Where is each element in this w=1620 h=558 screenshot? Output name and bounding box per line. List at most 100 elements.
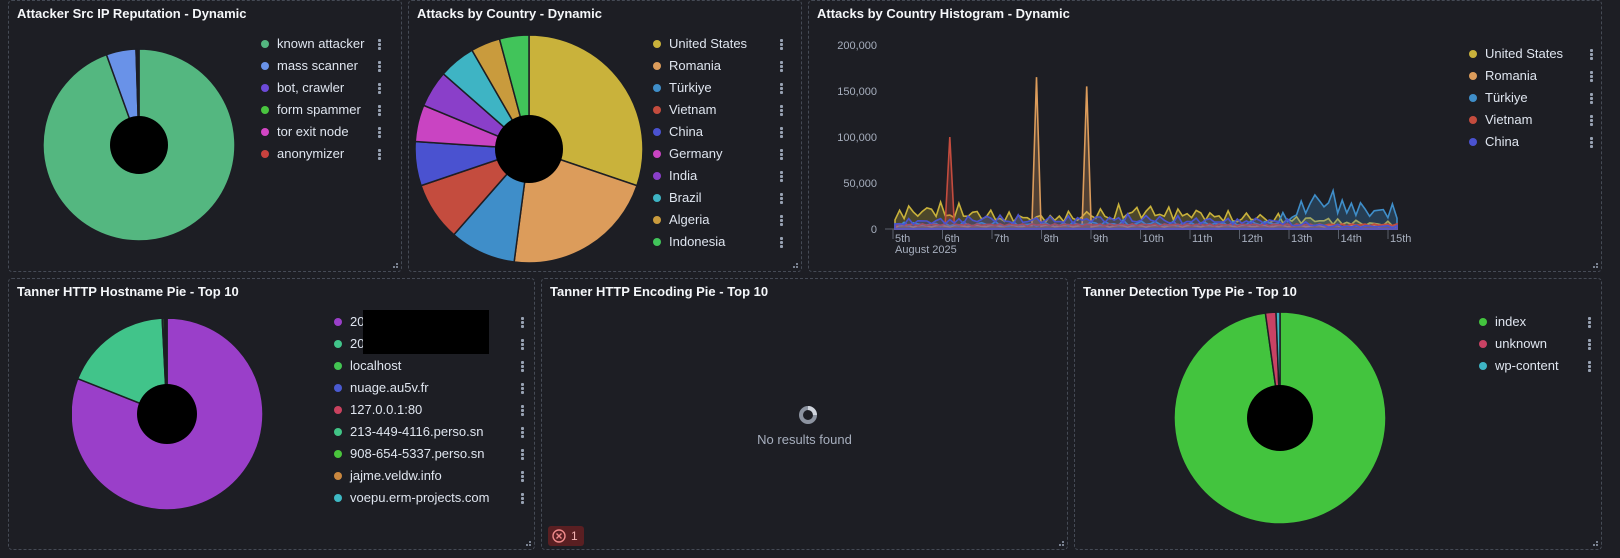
- legend-item[interactable]: index: [1479, 311, 1591, 333]
- legend-color-swatch: [334, 384, 342, 392]
- legend-color-swatch: [653, 84, 661, 92]
- legend-item[interactable]: localhost: [334, 355, 526, 377]
- histogram-area-series[interactable]: [894, 212, 1398, 230]
- legend-options-icon[interactable]: [1587, 339, 1591, 350]
- legend-item[interactable]: United States: [1469, 43, 1593, 65]
- legend-item[interactable]: China: [653, 121, 793, 143]
- legend-options-icon[interactable]: [779, 149, 783, 160]
- legend-label: Algeria: [669, 212, 710, 227]
- legend-options-icon[interactable]: [377, 105, 381, 116]
- legend-options-icon[interactable]: [520, 449, 524, 460]
- legend-label: United States: [669, 36, 748, 51]
- legend-item[interactable]: United States: [653, 33, 793, 55]
- legend-options-icon[interactable]: [377, 127, 381, 138]
- country-pie-chart[interactable]: [409, 29, 649, 269]
- legend-options-icon[interactable]: [1587, 361, 1591, 372]
- legend-label: Germany: [669, 146, 723, 161]
- error-count: 1: [571, 529, 578, 543]
- legend-item[interactable]: Germany: [653, 143, 793, 165]
- legend-label: 20: [350, 314, 365, 329]
- legend-item[interactable]: unknown: [1479, 333, 1591, 355]
- legend-options-icon[interactable]: [1589, 115, 1593, 126]
- legend-options-icon[interactable]: [377, 83, 381, 94]
- resize-handle[interactable]: [523, 538, 531, 546]
- legend-item[interactable]: Brazil: [653, 187, 793, 209]
- legend-item[interactable]: wp-content: [1479, 355, 1591, 377]
- donut-hole: [137, 384, 197, 444]
- resize-handle[interactable]: [1590, 538, 1598, 546]
- legend-label: unknown: [1495, 336, 1548, 351]
- pie-slice[interactable]: [76, 319, 168, 416]
- resize-handle[interactable]: [1590, 260, 1598, 268]
- legend-color-swatch: [261, 128, 269, 136]
- legend-options-icon[interactable]: [520, 361, 524, 372]
- legend-item[interactable]: 20: [334, 333, 526, 355]
- legend-item[interactable]: tor exit node: [261, 121, 391, 143]
- legend-options-icon[interactable]: [520, 427, 524, 438]
- legend-label: nuage.au5v.fr: [350, 380, 429, 395]
- legend-options-icon[interactable]: [1589, 93, 1593, 104]
- legend-item[interactable]: known attacker: [261, 33, 391, 55]
- legend-options-icon[interactable]: [1589, 71, 1593, 82]
- legend-item[interactable]: 20: [334, 311, 526, 333]
- legend-options-icon[interactable]: [779, 171, 783, 182]
- legend-options-icon[interactable]: [377, 149, 381, 160]
- legend-item[interactable]: 908-654-5337.perso.sn: [334, 443, 526, 465]
- legend-item[interactable]: form spammer: [261, 99, 391, 121]
- legend-options-icon[interactable]: [779, 61, 783, 72]
- panel-title: Tanner HTTP Encoding Pie - Top 10: [550, 284, 769, 299]
- legend-item[interactable]: Türkiye: [1469, 87, 1593, 109]
- legend-item[interactable]: China: [1469, 131, 1593, 153]
- legend-options-icon[interactable]: [1589, 49, 1593, 60]
- legend-item[interactable]: mass scanner: [261, 55, 391, 77]
- legend-item[interactable]: anonymizer: [261, 143, 391, 165]
- legend-options-icon[interactable]: [779, 193, 783, 204]
- country-histogram-chart[interactable]: 200,000 150,000 100,000 50,000 0 5th 6th 7th 8th…: [809, 21, 1449, 261]
- legend-item[interactable]: India: [653, 165, 793, 187]
- legend-options-icon[interactable]: [520, 339, 524, 350]
- legend-item[interactable]: Romania: [1469, 65, 1593, 87]
- donut-hole: [1247, 385, 1313, 451]
- error-badge[interactable]: 1: [548, 526, 584, 546]
- legend-item[interactable]: voepu.erm-projects.com: [334, 487, 526, 509]
- legend-options-icon[interactable]: [779, 39, 783, 50]
- resize-handle[interactable]: [390, 260, 398, 268]
- legend-item[interactable]: jajme.veldw.info: [334, 465, 526, 487]
- legend-options-icon[interactable]: [520, 317, 524, 328]
- legend-options-icon[interactable]: [779, 215, 783, 226]
- legend-item[interactable]: bot, crawler: [261, 77, 391, 99]
- legend-label: wp-content: [1495, 358, 1559, 373]
- detection-pie-chart[interactable]: [1173, 311, 1393, 531]
- legend-item[interactable]: 127.0.0.1:80: [334, 399, 526, 421]
- legend-options-icon[interactable]: [377, 61, 381, 72]
- legend-options-icon[interactable]: [779, 105, 783, 116]
- legend-label: Türkiye: [669, 80, 712, 95]
- legend-options-icon[interactable]: [1589, 137, 1593, 148]
- legend-color-swatch: [261, 106, 269, 114]
- legend-item[interactable]: 213-449-4116.perso.sn: [334, 421, 526, 443]
- legend-options-icon[interactable]: [377, 39, 381, 50]
- legend-options-icon[interactable]: [779, 127, 783, 138]
- histogram-area-series[interactable]: [894, 77, 1398, 230]
- resize-handle[interactable]: [1056, 538, 1064, 546]
- legend-item[interactable]: Vietnam: [1469, 109, 1593, 131]
- legend-item[interactable]: Algeria: [653, 209, 793, 231]
- legend-color-swatch: [653, 62, 661, 70]
- legend-options-icon[interactable]: [779, 83, 783, 94]
- legend-options-icon[interactable]: [1587, 317, 1591, 328]
- legend-item[interactable]: Romania: [653, 55, 793, 77]
- legend-item[interactable]: Indonesia: [653, 231, 793, 253]
- resize-handle[interactable]: [790, 260, 798, 268]
- legend-options-icon[interactable]: [520, 405, 524, 416]
- reputation-pie-chart[interactable]: [35, 41, 255, 261]
- legend-options-icon[interactable]: [520, 471, 524, 482]
- legend-label: United States: [1485, 46, 1564, 61]
- legend-options-icon[interactable]: [520, 493, 524, 504]
- legend-options-icon[interactable]: [779, 237, 783, 248]
- legend-color-swatch: [653, 106, 661, 114]
- hostname-pie-chart[interactable]: [72, 319, 292, 539]
- legend-options-icon[interactable]: [520, 383, 524, 394]
- legend-item[interactable]: Vietnam: [653, 99, 793, 121]
- legend-item[interactable]: nuage.au5v.fr: [334, 377, 526, 399]
- legend-item[interactable]: Türkiye: [653, 77, 793, 99]
